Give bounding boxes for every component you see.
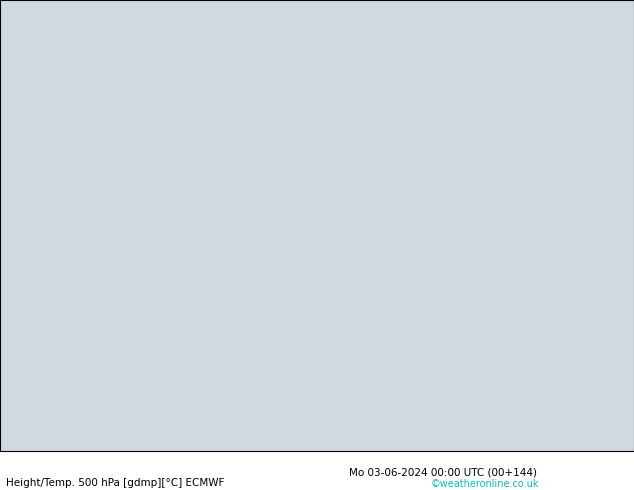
Text: Height/Temp. 500 hPa [gdmp][°C] ECMWF: Height/Temp. 500 hPa [gdmp][°C] ECMWF (6, 478, 224, 488)
Text: Mo 03-06-2024 00:00 UTC (00+144): Mo 03-06-2024 00:00 UTC (00+144) (349, 468, 537, 478)
Text: ©weatheronline.co.uk: ©weatheronline.co.uk (431, 479, 540, 489)
